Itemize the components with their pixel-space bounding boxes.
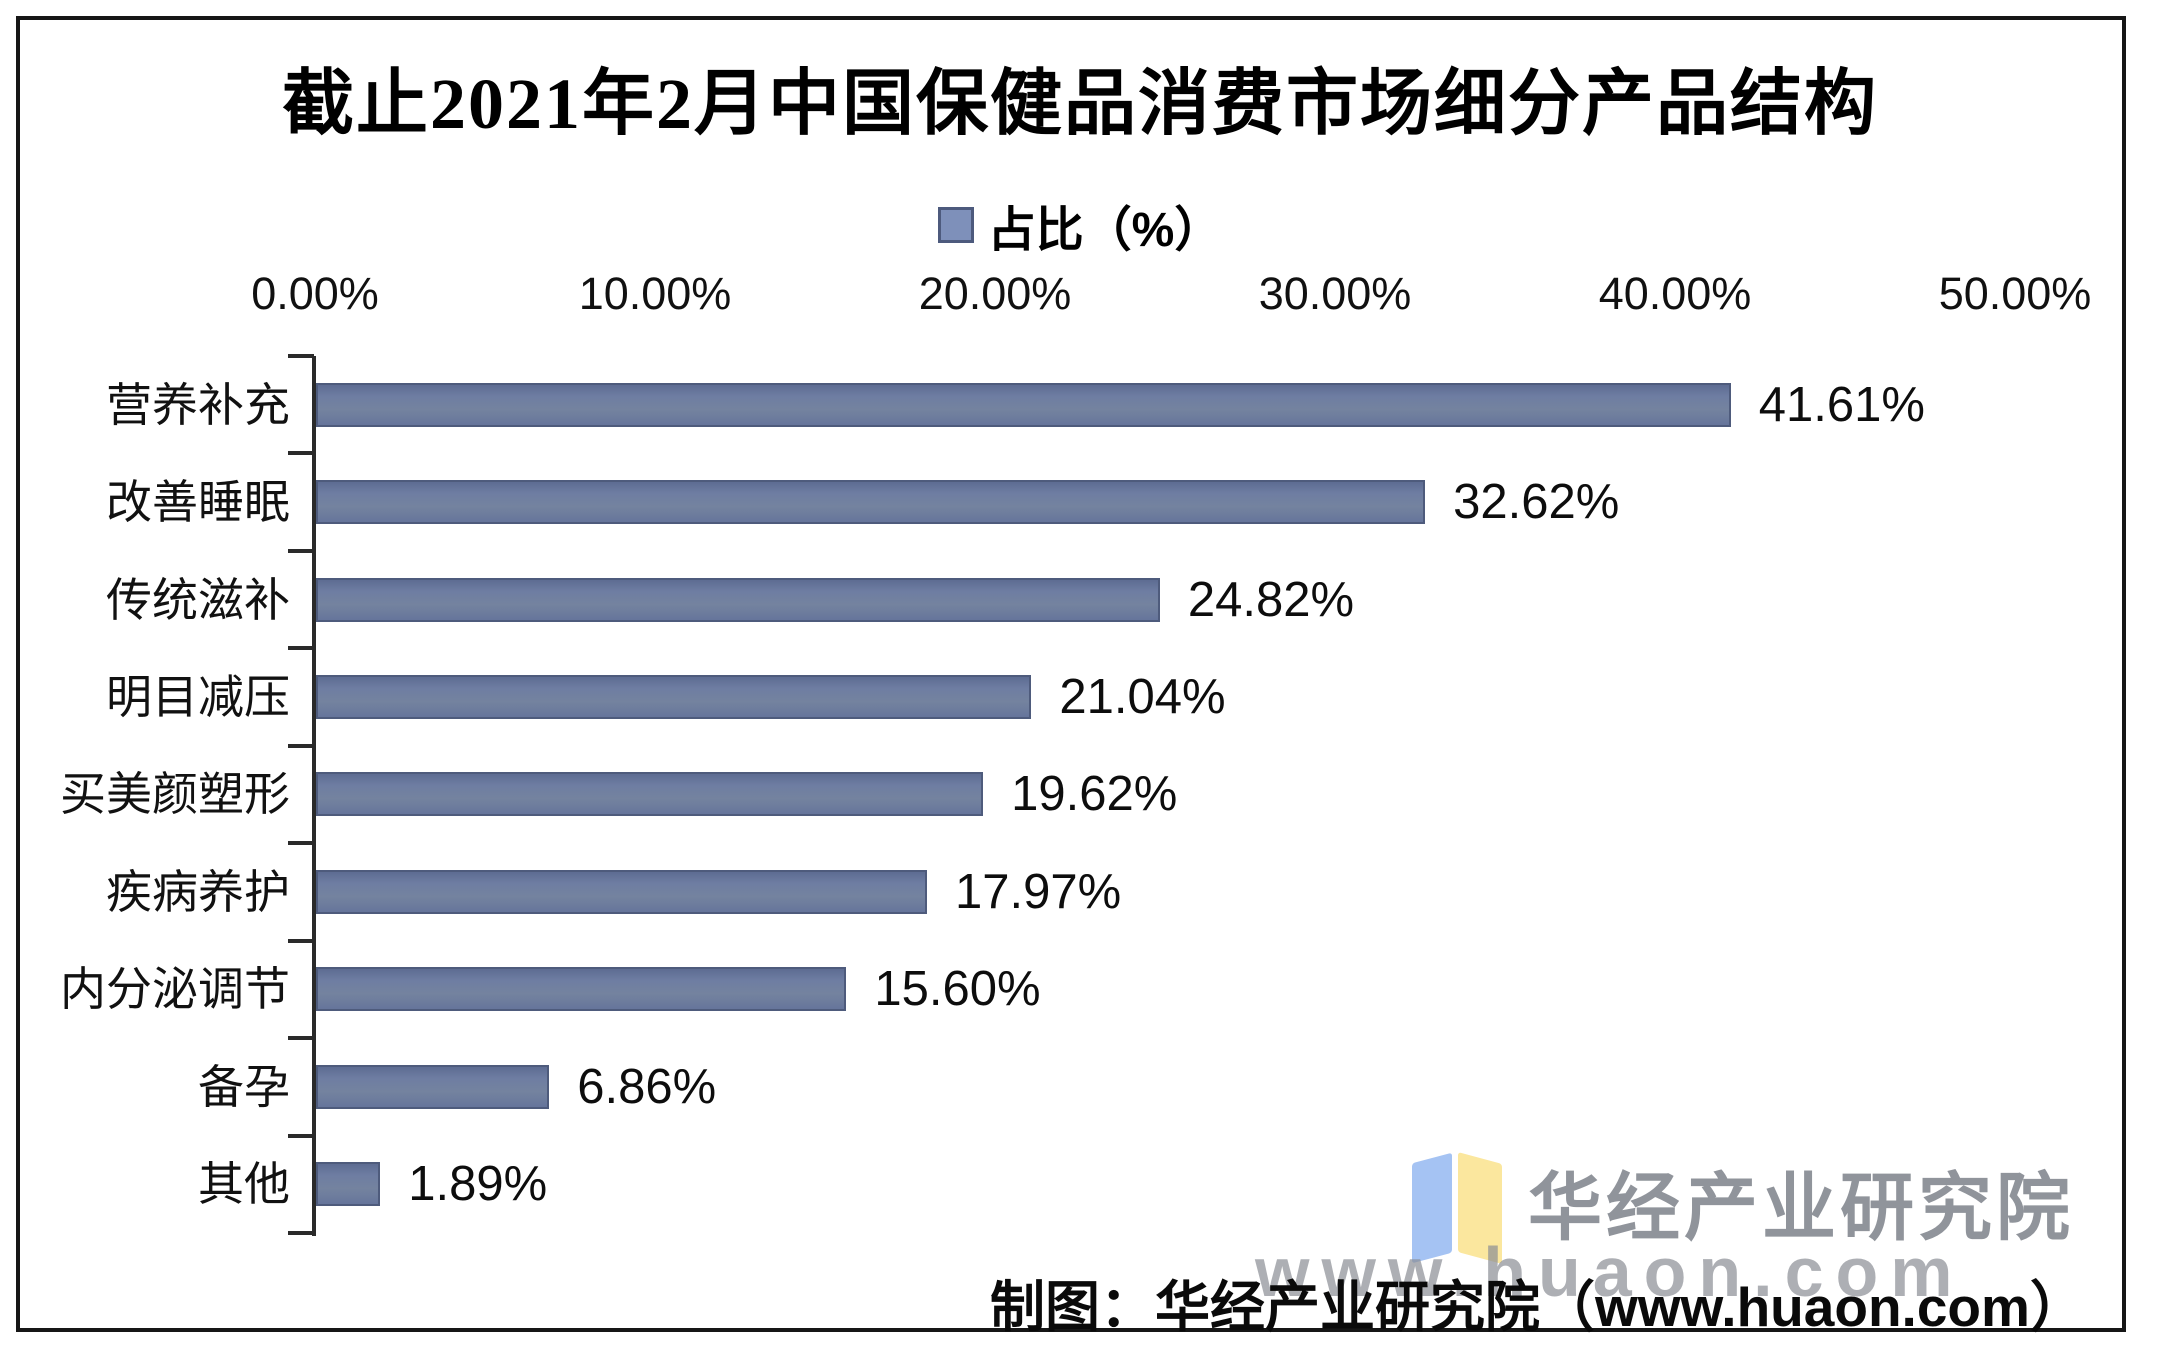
bar: [316, 967, 847, 1012]
value-label: 41.61%: [1758, 377, 1925, 432]
axis-tick-mark: [288, 743, 314, 748]
axis-tick-mark: [288, 938, 314, 943]
category-label: 传统滋补: [106, 573, 290, 626]
axis-tick-mark: [288, 451, 314, 456]
bar: [316, 675, 1032, 720]
category-label: 备孕: [198, 1060, 290, 1113]
x-axis-tick-label: 0.00%: [251, 268, 379, 319]
bar: [316, 382, 1731, 427]
bar: [316, 772, 984, 817]
legend: 占比（%）: [0, 190, 2160, 260]
axis-tick-mark: [288, 548, 314, 553]
category-label: 其他: [198, 1158, 290, 1211]
axis-tick-mark: [288, 354, 314, 358]
legend-swatch-icon: [937, 207, 974, 243]
axis-tick-mark: [288, 1133, 314, 1138]
category-label: 改善睡眠: [106, 476, 290, 529]
category-label: 营养补充: [106, 378, 290, 431]
bar: [316, 480, 1426, 525]
axis-tick-mark: [288, 1036, 314, 1041]
value-label: 15.60%: [874, 962, 1041, 1017]
x-axis-tick-label: 40.00%: [1598, 268, 1752, 319]
bar: [316, 577, 1160, 622]
legend-label: 占比（%）: [987, 204, 1223, 257]
watermark-url-text: www.huaon.com: [1255, 1233, 1965, 1311]
watermark-brand-text: 华经产业研究院: [1528, 1166, 2074, 1249]
bar: [316, 1064, 550, 1109]
x-axis-tick-label: 30.00%: [1258, 268, 1412, 319]
bar: [316, 1162, 381, 1207]
axis-tick-mark: [288, 646, 314, 651]
category-label: 疾病养护: [106, 865, 290, 918]
value-label: 21.04%: [1059, 670, 1226, 725]
x-axis-tick-label: 10.00%: [578, 268, 732, 319]
category-label: 内分泌调节: [60, 963, 290, 1016]
value-label: 19.62%: [1011, 767, 1178, 822]
bar: [316, 869, 927, 914]
axis-tick-mark: [288, 1230, 314, 1235]
category-label: 买美颜塑形: [60, 768, 290, 821]
chart-frame: [16, 16, 2126, 1332]
source-caption: 制图：华经产业研究院（www.huaon.com）: [990, 1276, 2085, 1338]
category-label: 明目减压: [106, 671, 290, 724]
value-label: 32.62%: [1453, 475, 1620, 530]
chart-title: 截止2021年2月中国保健品消费市场细分产品结构: [281, 64, 1878, 144]
value-label: 24.82%: [1187, 572, 1355, 627]
value-label: 1.89%: [408, 1157, 548, 1212]
x-axis-tick-label: 50.00%: [1938, 268, 2092, 319]
x-axis-tick-label: 20.00%: [918, 268, 1072, 319]
axis-tick-mark: [288, 841, 314, 846]
value-label: 17.97%: [954, 864, 1122, 919]
category-axis-line: [312, 356, 316, 1236]
value-label: 6.86%: [577, 1059, 717, 1114]
